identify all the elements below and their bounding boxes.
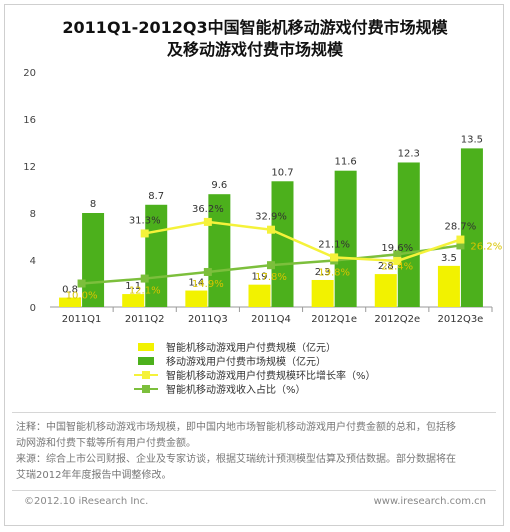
legend-swatch-0: [138, 343, 154, 351]
footer-copyright: ©2012.10 iResearch Inc.: [24, 496, 149, 507]
chart-title-line2: 及移动游戏付费市场规模: [166, 40, 343, 59]
share-label-2012Q3e: 26.2%: [470, 241, 502, 252]
x-tick-label-2012Q3e: 2012Q3e: [438, 314, 484, 325]
share-label-2012Q2e: 22.4%: [381, 261, 413, 272]
growth-label-2012Q1e: 21.1%: [318, 239, 350, 250]
bar-smartphone-2011Q2: [122, 294, 145, 307]
bar-total-2011Q4: [271, 181, 294, 307]
bar-total-2012Q1e: [334, 170, 357, 307]
y-tick-label-12: 12: [23, 162, 36, 173]
share-label-2011Q3: 14.9%: [192, 279, 224, 290]
share-marker-2011Q3: [203, 267, 212, 276]
combo-chart: 0 4 8 12 16 20 0.8 8 2011Q1 1.1 8.7 2011Q2 1.4 9.6 201…: [23, 68, 502, 396]
share-marker-2011Q4: [267, 261, 275, 270]
growth-marker-2012Q1e: [330, 253, 339, 262]
footer-website: www.iresearch.com.cn: [373, 496, 486, 507]
bar-label-smartphone-2012Q2e: 2.8: [378, 261, 394, 272]
note-line-4: 艾瑞2012年年度报告中调整修改。: [16, 470, 172, 481]
chart-title-line1: 2011Q1-2012Q3中国智能机移动游戏付费市场规模: [62, 18, 448, 37]
bar-smartphone-2011Q3: [185, 290, 208, 307]
bar-label-total-2011Q3: 9.6: [211, 180, 227, 191]
growth-line: [144, 220, 461, 263]
bar-label-total-2011Q1: 8: [90, 199, 96, 210]
legend-label-2: 智能机移动游戏用户付费规模环比增长率（%）: [166, 369, 376, 382]
share-marker-2011Q2: [140, 274, 149, 283]
bar-label-smartphone-2012Q1e: 2.3: [315, 267, 331, 278]
bar-label-smartphone-2011Q3: 1.4: [188, 278, 204, 289]
note-line-3: 来源：综合上市公司财报、企业及专家访谈，根据艾瑞统计预测模型估算及预估数据。部分…: [16, 454, 456, 465]
x-tick-label-2012Q1e: 2012Q1e: [311, 314, 357, 325]
bar-label-total-2012Q2e: 12.3: [398, 148, 420, 159]
y-tick-label-4: 4: [30, 256, 36, 267]
y-tick-label-8: 8: [30, 209, 36, 220]
growth-label-2011Q4: 32.9%: [255, 212, 287, 223]
bar-total-2012Q2e: [397, 162, 420, 307]
bar-label-total-2011Q4: 10.7: [271, 167, 293, 178]
bar-total-2012Q3e: [460, 148, 483, 307]
bar-label-smartphone-2011Q4: 1.9: [252, 272, 268, 283]
y-tick-label-20: 20: [23, 68, 36, 79]
bar-label-total-2012Q3e: 13.5: [461, 134, 483, 145]
growth-marker-2012Q3e: [456, 235, 465, 244]
growth-marker-2011Q3: [203, 217, 212, 226]
footer-divider: [12, 490, 496, 491]
x-tick-label-2011Q4: 2011Q4: [251, 314, 291, 325]
share-label-2011Q1: 10.0%: [66, 291, 98, 302]
bar-smartphone-2011Q1: [59, 297, 82, 307]
share-label-2011Q2: 12.1%: [129, 286, 161, 297]
share-marker-2012Q2e: [393, 250, 402, 259]
growth-label-2011Q3: 36.2%: [192, 204, 224, 215]
bar-label-total-2012Q1e: 11.6: [335, 157, 357, 168]
growth-label-2012Q2e: 19.6%: [381, 243, 413, 254]
notes-divider: [12, 412, 496, 413]
x-tick-label-2011Q1: 2011Q1: [62, 314, 102, 325]
x-tick-label-2012Q2e: 2012Q2e: [374, 314, 420, 325]
legend-label-0: 智能机移动游戏用户付费规模（亿元）: [166, 341, 336, 354]
bar-label-total-2011Q2: 8.7: [148, 191, 164, 202]
y-tick-label-16: 16: [23, 115, 36, 126]
growth-label-2012Q3e: 28.7%: [445, 222, 477, 233]
legend-label-1: 移动游戏用户付费市场规模（亿元）: [166, 355, 326, 368]
share-label-2012Q1e: 19.8%: [318, 267, 350, 278]
growth-label-2011Q2: 31.3%: [129, 215, 161, 226]
bar-label-smartphone-2011Q1: 0.8: [62, 285, 78, 296]
bar-smartphone-2012Q2e: [374, 274, 397, 307]
share-marker-2012Q3e: [456, 241, 465, 250]
note-line-2: 动网游和付费下载等所有用户付费金额。: [16, 438, 196, 449]
growth-marker-2011Q2: [140, 229, 149, 238]
bar-label-smartphone-2011Q2: 1.1: [125, 281, 141, 292]
growth-marker-2011Q4: [267, 225, 275, 234]
bar-smartphone-2011Q4: [248, 284, 271, 307]
bar-label-smartphone-2012Q3e: 3.5: [441, 253, 457, 264]
share-label-2011Q4: 17.8%: [255, 272, 287, 283]
legend-marker-3: [142, 385, 150, 393]
x-tick-label-2011Q2: 2011Q2: [125, 314, 165, 325]
growth-marker-2012Q2e: [393, 256, 402, 265]
x-tick-label-2011Q3: 2011Q3: [188, 314, 228, 325]
bar-smartphone-2012Q3e: [437, 265, 460, 307]
note-line-1: 注释：中国智能机移动游戏市场规模，即中国内地市场智能机移动游戏用户付费金额的总和…: [16, 422, 456, 433]
share-marker-2011Q1: [77, 279, 86, 288]
bar-smartphone-2012Q1e: [311, 279, 334, 307]
legend-swatch-1: [138, 357, 154, 365]
legend-label-3: 智能机移动游戏收入占比（%）: [166, 383, 306, 396]
y-tick-label-0: 0: [30, 303, 36, 314]
legend-marker-2: [142, 371, 150, 379]
